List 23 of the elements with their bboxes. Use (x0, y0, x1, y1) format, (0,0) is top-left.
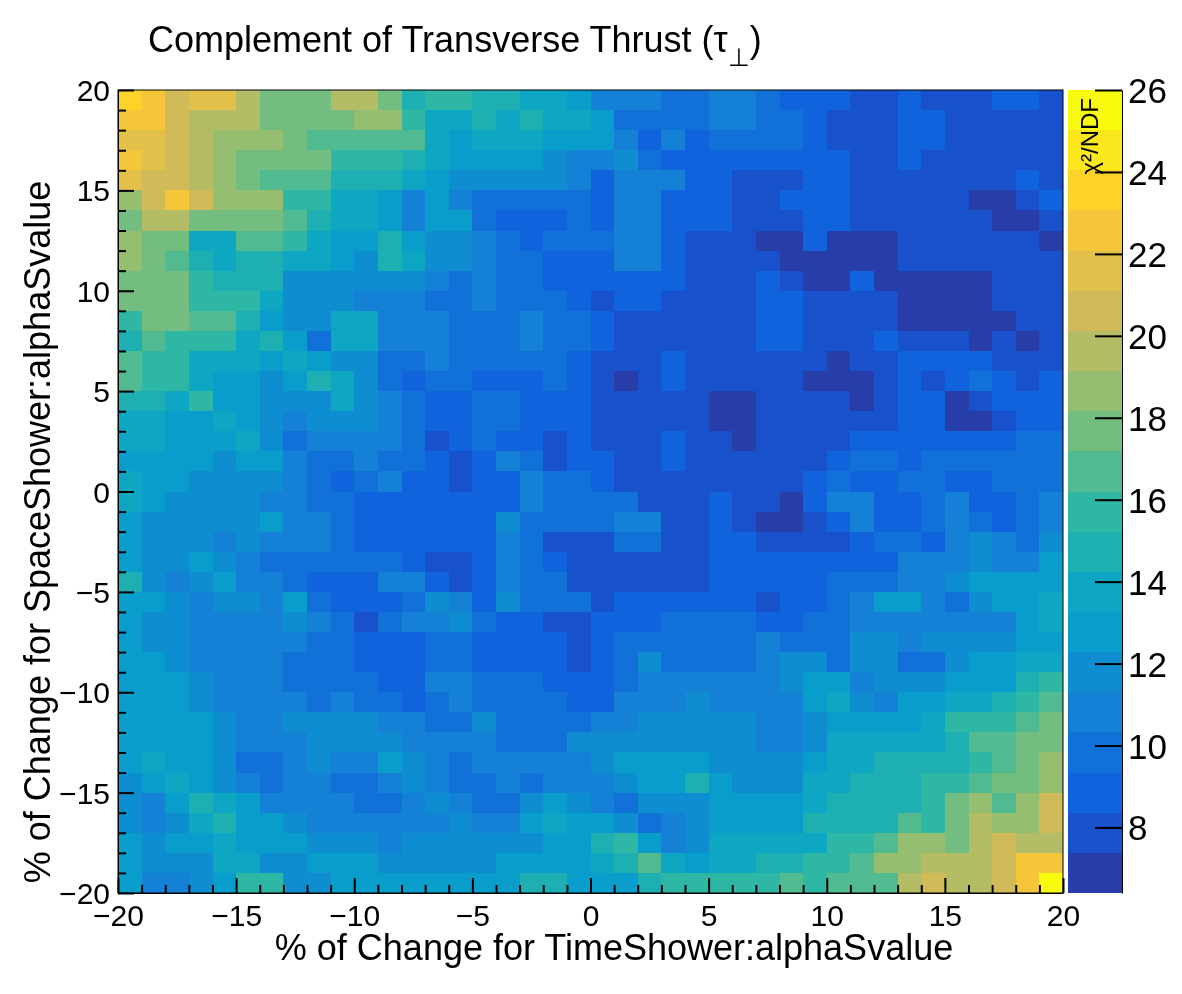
y-tick-label: −15 (59, 776, 110, 810)
color-bar-label: 18 (1128, 398, 1167, 438)
y-tick-label: 20 (76, 74, 110, 107)
color-bar-label: 26 (1128, 71, 1167, 110)
chart-title: Complement of Transverse Thrust (τ$_{⊥}$) (148, 19, 762, 71)
x-tick-label: 20 (1046, 899, 1081, 933)
y-tick-label: 5 (93, 375, 110, 409)
color-bar-label: 16 (1128, 480, 1167, 520)
y-axis-title: % of Change for SpaceShower:alphaSvalue (17, 180, 58, 884)
color-bar-title: χ²/NDF (1076, 98, 1103, 175)
y-tick-label: 0 (93, 475, 110, 509)
y-tick-label: −5 (75, 575, 110, 609)
y-tick-label: −10 (59, 676, 110, 710)
color-bar-label: 8 (1128, 808, 1148, 848)
color-bar-label: 10 (1128, 726, 1167, 766)
color-bar-label: 14 (1128, 562, 1167, 602)
color-bar-label: 22 (1128, 234, 1167, 274)
color-bar-label: 24 (1128, 152, 1167, 192)
x-tick-label: −15 (211, 899, 263, 933)
color-bar-label: 20 (1128, 316, 1167, 356)
y-tick-label: 10 (76, 274, 110, 308)
y-tick-label: 15 (76, 174, 110, 208)
color-bar-label: 12 (1128, 644, 1167, 684)
